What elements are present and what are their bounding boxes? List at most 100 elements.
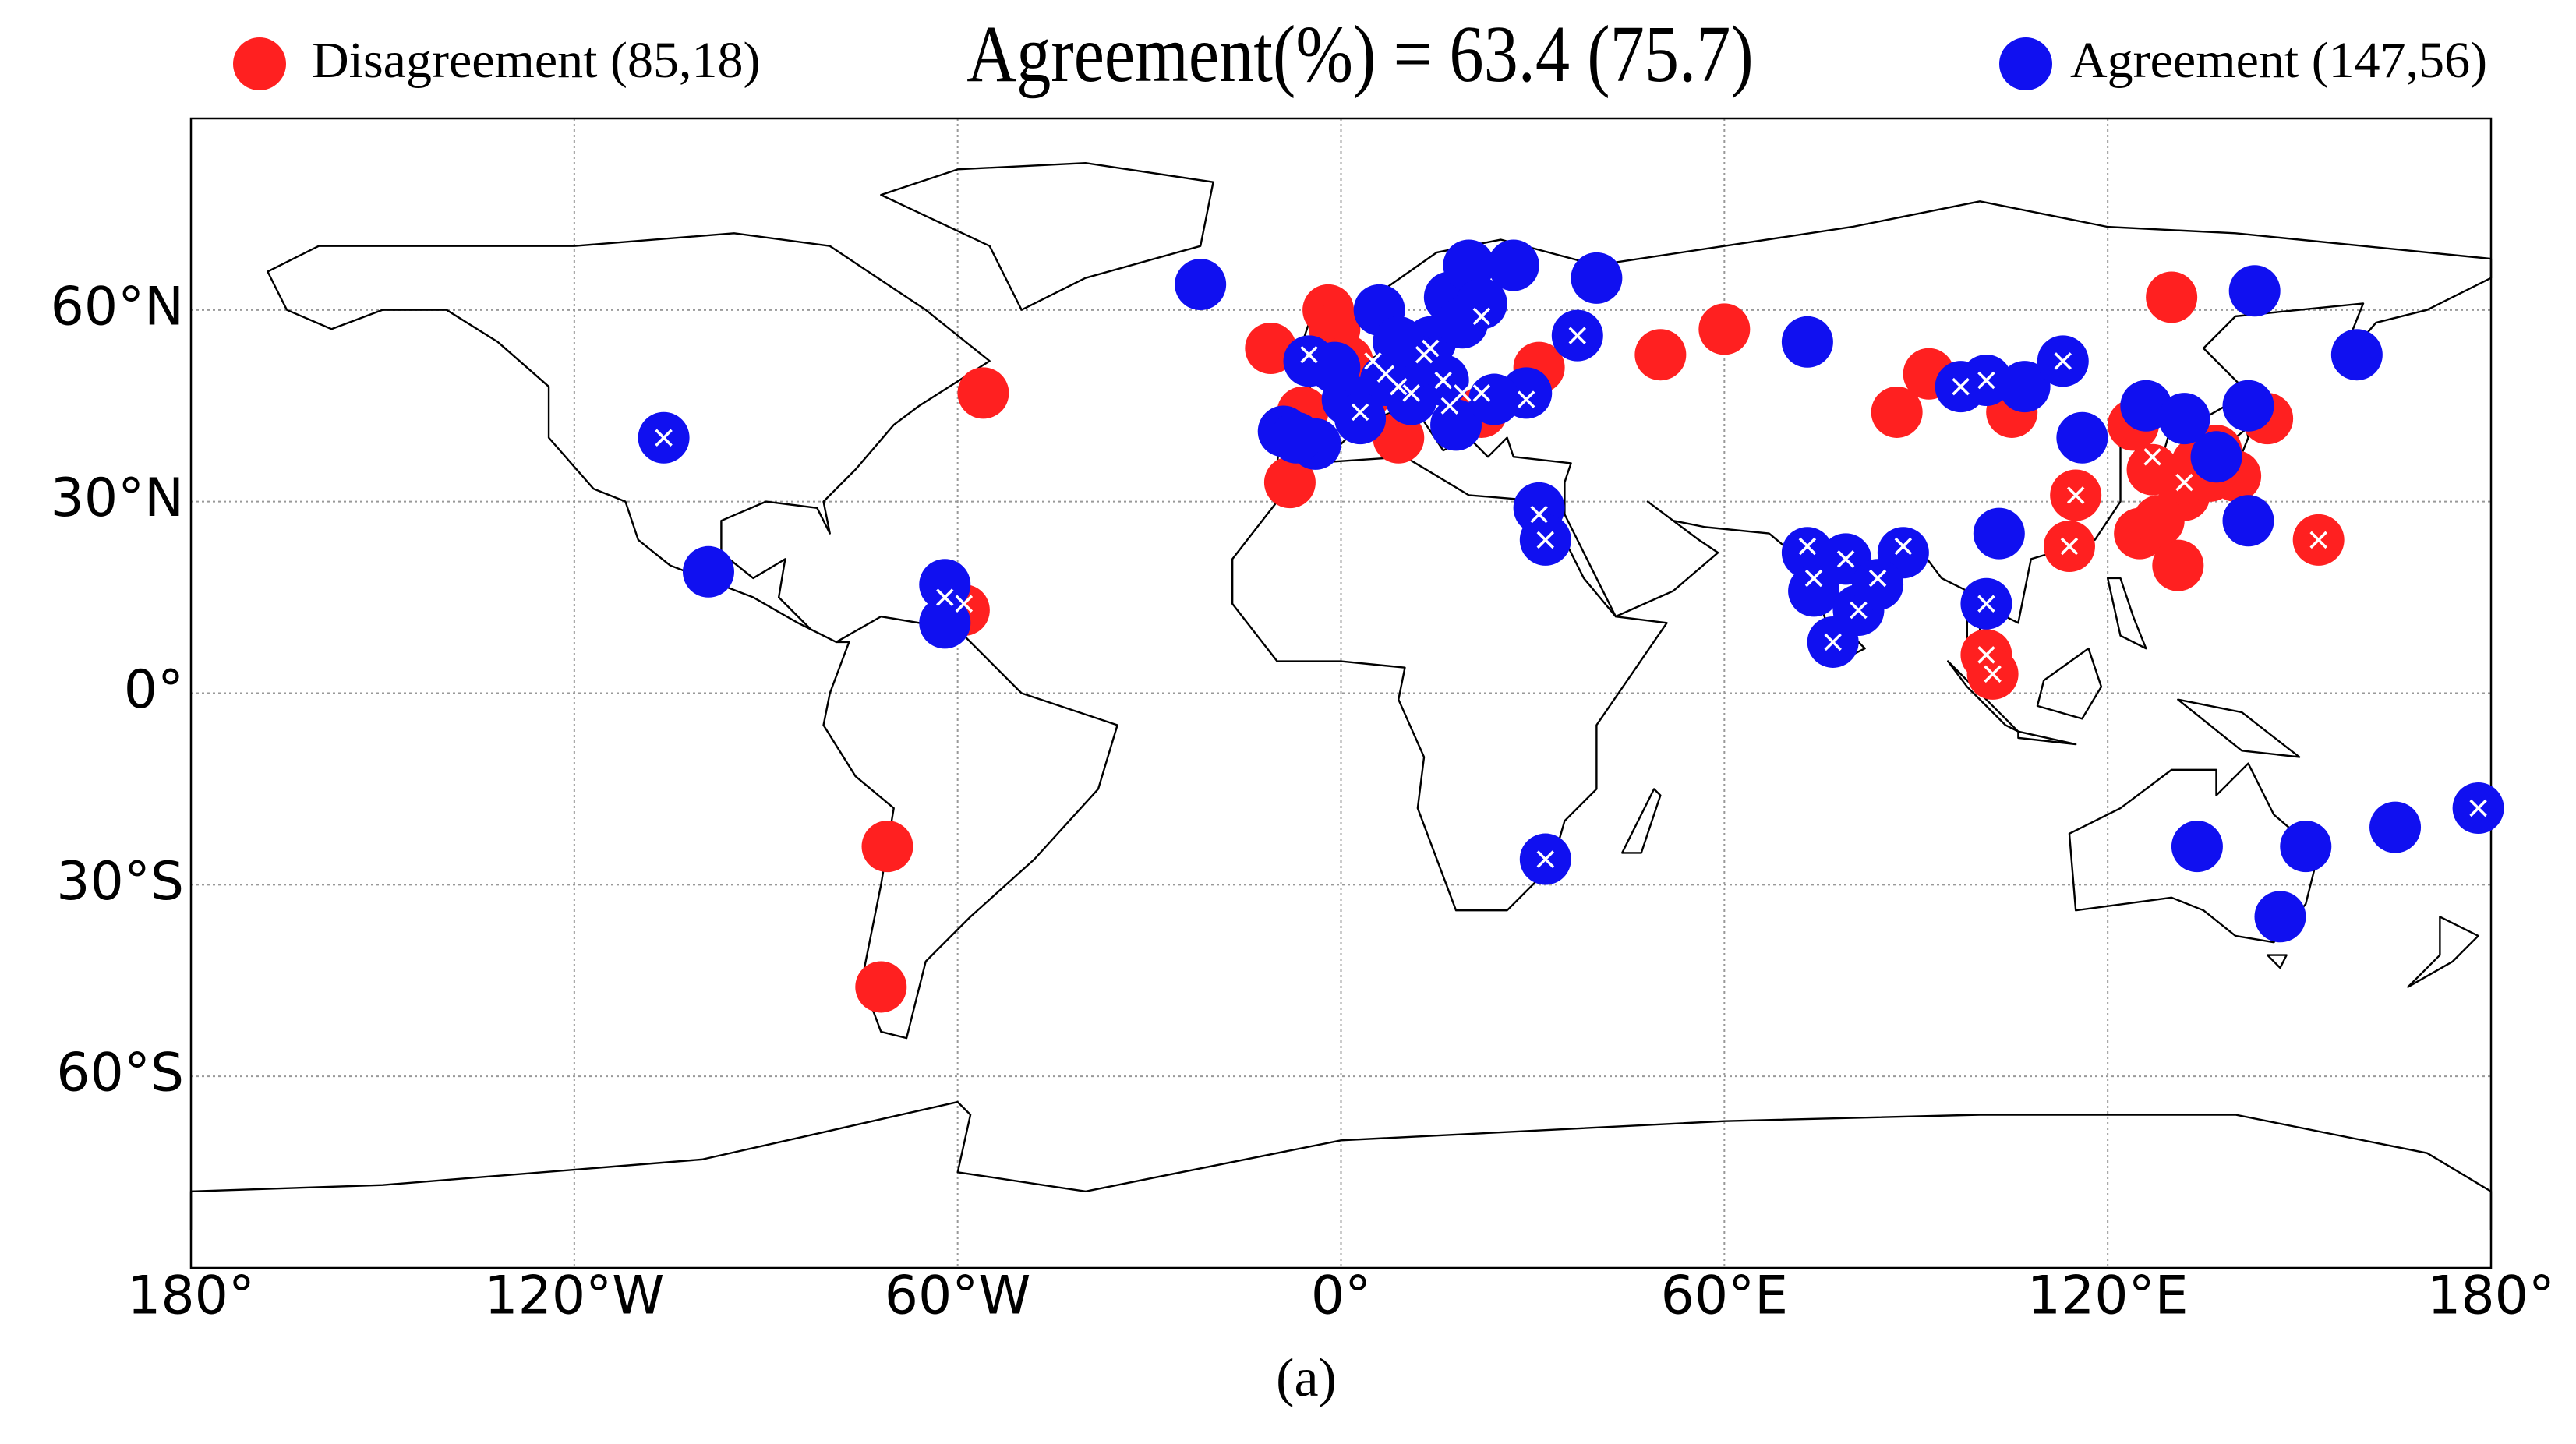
cross-marker [1977,595,1995,613]
station-marker [2254,891,2306,943]
cross-marker [2066,486,2085,504]
x-tick-label: 120°W [484,1266,664,1327]
station-marker [2152,539,2204,591]
cross-marker [1364,352,1382,370]
cross-marker [1804,569,1823,588]
plot-frame [189,117,2493,1269]
cross-marker [1300,345,1318,364]
cross-marker [936,588,954,606]
station-marker [2222,380,2274,432]
station-marker [2369,801,2422,853]
station-marker [2133,495,2185,547]
station-marker [1309,341,1361,394]
cross-marker [1351,403,1369,422]
cross-marker [1836,550,1855,568]
station-marker [1334,393,1387,445]
x-tick-label: 180° [127,1266,255,1327]
station-marker [1468,373,1521,425]
station-marker [1436,297,1489,349]
x-tick-label: 0° [1311,1266,1371,1327]
marks [638,239,2504,1013]
station-marker [1973,507,2025,560]
cross-marker [1894,537,1913,556]
station-marker [1487,239,1539,291]
cross-marker [1472,384,1491,402]
cross-marker [1402,384,1420,402]
legend-label: Agreement (147,56) [2070,32,2487,89]
south-america [824,616,1118,1038]
y-tick-label: 30°N [51,468,184,529]
islands [1622,578,2478,987]
station-marker [1634,329,1687,381]
cross-marker [1472,307,1491,326]
station-marker [2280,821,2332,873]
station-marker [861,821,913,873]
station-marker [1571,252,1623,304]
station-marker [1781,527,1833,579]
cross-marker [1440,397,1459,415]
cross-marker [1517,390,1535,408]
station-marker [1698,303,1751,355]
greenland [881,163,1213,310]
cross-marker [2175,473,2193,492]
cross-marker [1798,537,1817,556]
cross-marker [1984,665,2002,683]
cross-marker [2060,537,2079,556]
y-tick-label: 60°N [51,276,184,337]
cross-marker [1977,371,1995,390]
legend-marker [1999,37,2052,90]
cross-marker [1868,569,1887,588]
y-tick-label: 60°S [56,1043,184,1104]
x-tick-label: 120°E [2027,1266,2189,1327]
station-marker [2330,329,2383,381]
cross-marker [2054,352,2072,370]
station-marker [2056,411,2108,464]
cross-marker [1824,633,1842,651]
station-marker [1270,411,1323,464]
station-marker [2146,271,2198,323]
legend-marker [233,37,286,90]
station-marker [2222,495,2274,547]
cross-marker [2143,448,2161,466]
station-marker [2171,821,2223,873]
x-tick-label: 60°E [1661,1266,1789,1327]
x-tick-label: 180° [2427,1266,2555,1327]
cross-marker [2469,799,2487,817]
station-marker [682,545,734,598]
station-marker [1373,316,1425,368]
cross-marker [1536,531,1555,549]
cross-marker [955,595,974,613]
cross-marker [1536,850,1555,868]
x-tick-label: 60°W [885,1266,1031,1327]
station-marker [1871,386,1923,438]
station-marker [1781,316,1833,368]
cross-marker [1390,377,1408,396]
cross-marker [1952,377,1970,396]
africa [1232,457,1666,910]
station-marker [1852,559,1904,611]
cross-marker [1434,371,1452,390]
chart-title: Agreement(%) = 63.4 (75.7) [966,9,1753,98]
cross-marker [1850,601,1868,620]
station-marker [2190,431,2242,483]
station-marker [2228,265,2281,317]
caption: (a) [1276,1348,1337,1408]
station-marker [1998,361,2051,413]
station-marker [2158,393,2210,445]
station-marker [1263,457,1316,509]
y-tick-label: 0° [124,659,184,721]
legend-label: Disagreement (85,18) [312,32,760,89]
cross-marker [1415,345,1433,364]
station-marker [1788,565,1840,617]
cross-marker [1977,646,1995,664]
cross-marker [655,429,673,447]
station-marker [1175,259,1227,311]
antarctica [191,1102,2491,1230]
cross-marker [1568,327,1587,344]
eurasia [1277,201,2491,687]
north-america [267,233,989,642]
y-tick-label: 30°S [56,851,184,913]
station-marker [855,961,907,1013]
station-marker [957,367,1009,419]
